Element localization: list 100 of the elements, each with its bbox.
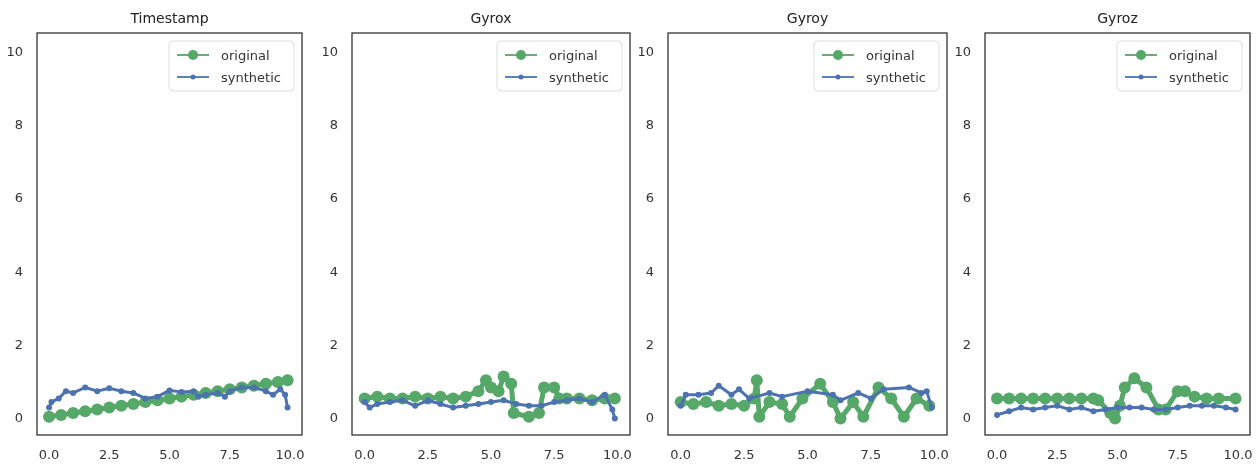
point xyxy=(1229,392,1242,405)
point xyxy=(115,399,128,412)
point xyxy=(1222,404,1229,411)
legend-label: synthetic xyxy=(1169,70,1229,85)
point xyxy=(67,407,80,420)
point xyxy=(746,395,753,402)
point xyxy=(736,386,743,393)
point xyxy=(918,389,925,396)
point xyxy=(525,402,532,409)
point xyxy=(750,374,763,387)
point xyxy=(82,384,89,391)
point xyxy=(55,408,68,421)
point xyxy=(885,392,898,405)
x-tick-label: 0.0 xyxy=(986,447,1008,462)
point xyxy=(910,392,923,405)
point xyxy=(70,389,77,396)
point xyxy=(1066,406,1073,413)
point xyxy=(753,410,766,423)
y-tick-label: 6 xyxy=(645,190,654,206)
point xyxy=(1200,392,1213,405)
point xyxy=(847,396,860,409)
point xyxy=(538,402,545,409)
point xyxy=(682,391,689,398)
point xyxy=(409,390,422,403)
point xyxy=(687,397,700,410)
point xyxy=(62,388,69,395)
y-tick-label: 6 xyxy=(14,190,23,206)
point xyxy=(163,392,176,405)
point xyxy=(880,386,887,393)
point xyxy=(103,401,116,414)
point xyxy=(118,388,125,395)
point xyxy=(522,410,535,423)
point xyxy=(166,387,173,394)
y-tick-label: 8 xyxy=(645,117,654,133)
point xyxy=(551,399,558,406)
chart-title: Timestamp xyxy=(129,10,209,26)
point xyxy=(507,407,520,420)
point xyxy=(700,396,713,409)
x-tick-label: 5.0 xyxy=(480,447,502,462)
point xyxy=(837,397,844,404)
point xyxy=(386,399,393,406)
point xyxy=(728,391,735,398)
point xyxy=(1054,402,1061,409)
point xyxy=(601,391,608,398)
point xyxy=(43,410,56,423)
legend-label: original xyxy=(221,48,270,63)
x-tick-label: 7.5 xyxy=(543,447,565,462)
y-tick-label: 4 xyxy=(14,263,23,279)
point xyxy=(1051,392,1064,405)
y-tick-label: 10 xyxy=(954,44,971,60)
point xyxy=(1003,392,1016,405)
point xyxy=(178,388,185,395)
point xyxy=(611,415,618,422)
point xyxy=(1210,402,1217,409)
legend-label: synthetic xyxy=(221,70,281,85)
point xyxy=(130,389,137,396)
point xyxy=(779,393,786,400)
point xyxy=(513,400,520,407)
point xyxy=(1232,406,1239,413)
point xyxy=(1188,390,1201,403)
point xyxy=(1018,404,1025,411)
y-tick-label: 2 xyxy=(645,336,654,352)
chart-title: Gyroz xyxy=(1097,10,1138,26)
point xyxy=(371,390,384,403)
point xyxy=(1186,402,1193,409)
point xyxy=(1030,406,1037,413)
point xyxy=(462,402,469,409)
x-tick-label: 2.5 xyxy=(733,447,755,462)
y-tick-label: 2 xyxy=(14,336,23,352)
point xyxy=(1212,392,1225,405)
x-tick-label: 10.0 xyxy=(602,447,632,462)
point xyxy=(106,385,113,392)
x-tick-label: 0.0 xyxy=(38,447,60,462)
point xyxy=(1063,392,1076,405)
point xyxy=(281,374,294,387)
y-tick-label: 2 xyxy=(329,336,338,352)
point xyxy=(1039,392,1052,405)
y-tick-label: 0 xyxy=(329,409,338,425)
point xyxy=(783,410,796,423)
point xyxy=(270,391,277,398)
point xyxy=(1102,406,1109,413)
point xyxy=(361,399,368,406)
x-tick-label: 7.5 xyxy=(860,447,882,462)
y-tick-label: 6 xyxy=(329,190,338,206)
point xyxy=(766,389,773,396)
point xyxy=(447,392,460,405)
point xyxy=(1118,381,1131,394)
point xyxy=(897,410,910,423)
y-tick-label: 4 xyxy=(962,263,971,279)
point xyxy=(1198,402,1205,409)
x-tick-label: 10.0 xyxy=(275,447,305,462)
point xyxy=(533,407,546,420)
point xyxy=(366,404,373,411)
point xyxy=(475,400,482,407)
point xyxy=(834,412,847,425)
x-tick-label: 10.0 xyxy=(919,447,949,462)
point xyxy=(450,404,457,411)
point xyxy=(91,403,104,416)
point xyxy=(55,395,62,402)
x-tick-label: 5.0 xyxy=(1107,447,1128,462)
